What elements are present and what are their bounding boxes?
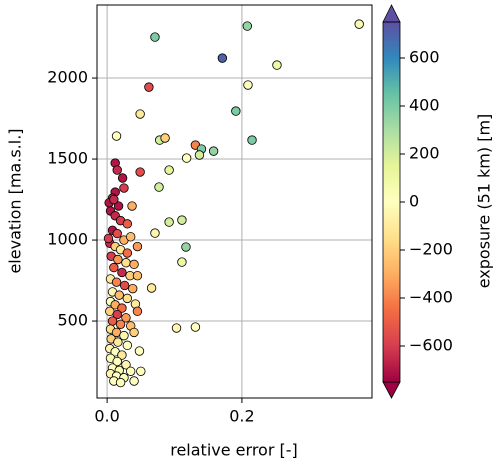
- point: [217, 53, 228, 63]
- point: [150, 32, 160, 42]
- y-tick-label: 500: [57, 311, 88, 330]
- point: [114, 290, 124, 300]
- point: [112, 309, 122, 320]
- x-tick-label: 0.2: [229, 407, 254, 426]
- point: [129, 327, 139, 338]
- point: [111, 131, 122, 141]
- point: [112, 165, 122, 175]
- point: [119, 330, 129, 341]
- point: [113, 201, 124, 211]
- point: [160, 133, 170, 143]
- y-axis-label: elevation [ma.s.l.]: [6, 128, 25, 273]
- colorbar-tick-label: −200: [409, 240, 453, 259]
- point: [122, 248, 133, 258]
- point: [117, 267, 127, 278]
- point: [122, 219, 133, 229]
- point: [243, 80, 253, 90]
- point: [109, 194, 119, 205]
- point: [171, 323, 182, 333]
- point: [117, 173, 128, 183]
- point: [129, 376, 139, 386]
- point: [112, 228, 122, 239]
- point: [135, 109, 145, 119]
- point: [121, 258, 131, 268]
- point: [150, 228, 160, 238]
- point: [135, 167, 145, 177]
- point: [132, 270, 143, 281]
- point: [128, 283, 138, 294]
- point: [126, 232, 136, 242]
- point: [113, 337, 123, 347]
- colorbar-label: exposure (51 km) [m]: [475, 114, 494, 289]
- point: [247, 135, 257, 145]
- point: [154, 182, 164, 192]
- point: [121, 313, 131, 323]
- colorbar-extend: [382, 4, 401, 23]
- colorbar-tick-label: 400: [409, 96, 440, 115]
- point: [190, 322, 201, 332]
- point: [112, 356, 122, 367]
- point: [177, 215, 187, 225]
- point: [127, 201, 137, 211]
- colorbar-tick-label: −400: [409, 288, 453, 307]
- point: [117, 350, 127, 360]
- point: [107, 316, 118, 326]
- point: [122, 293, 133, 304]
- point: [132, 241, 143, 252]
- point: [181, 153, 192, 163]
- colorbar-extend: [382, 381, 401, 399]
- point: [109, 262, 119, 273]
- point: [164, 217, 174, 227]
- point: [119, 183, 129, 193]
- point: [134, 346, 145, 356]
- point: [208, 146, 219, 156]
- point: [242, 21, 253, 31]
- point: [129, 259, 139, 270]
- point: [177, 257, 187, 267]
- point: [132, 306, 143, 317]
- colorbar-tick-label: 0: [409, 192, 419, 211]
- point: [164, 165, 174, 175]
- point: [113, 254, 123, 265]
- x-tick-label: 0.0: [94, 407, 119, 426]
- point: [119, 280, 130, 291]
- point: [136, 366, 146, 376]
- point: [231, 106, 241, 116]
- point: [272, 60, 282, 70]
- point: [144, 82, 154, 92]
- point: [115, 377, 126, 388]
- colorbar-tick-label: −600: [409, 336, 453, 355]
- colorbar-tick-label: 600: [409, 48, 440, 67]
- point: [103, 233, 114, 244]
- point: [126, 366, 136, 376]
- point: [122, 340, 133, 351]
- point: [146, 283, 157, 293]
- point: [121, 360, 131, 370]
- colorbar: [383, 22, 400, 382]
- point: [111, 277, 122, 287]
- point: [115, 319, 126, 329]
- y-tick-label: 2000: [47, 68, 88, 87]
- plot-frame: [96, 4, 373, 399]
- y-tick-label: 1000: [47, 230, 88, 249]
- colorbar-tick-label: 200: [409, 144, 440, 163]
- point: [194, 150, 205, 160]
- x-axis-label: relative error [-]: [170, 441, 298, 460]
- point: [117, 303, 127, 313]
- point: [181, 242, 191, 252]
- y-tick-label: 1500: [47, 149, 88, 168]
- point: [354, 19, 364, 29]
